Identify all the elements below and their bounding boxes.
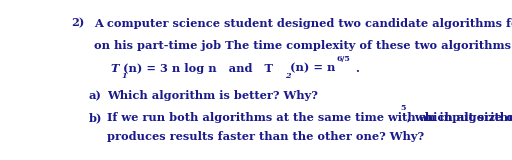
Text: 2: 2 bbox=[285, 72, 290, 80]
Text: (n) = 3 n log n   and   T: (n) = 3 n log n and T bbox=[123, 63, 273, 74]
Text: T: T bbox=[111, 63, 119, 74]
Text: a): a) bbox=[89, 90, 101, 101]
Text: A computer science student designed two candidate algorithms for a problem while: A computer science student designed two … bbox=[94, 18, 512, 29]
Text: , which algorithm: , which algorithm bbox=[407, 112, 512, 123]
Text: (n) = n: (n) = n bbox=[290, 63, 335, 74]
Text: produces results faster than the other one? Why?: produces results faster than the other o… bbox=[107, 131, 424, 142]
Text: 5: 5 bbox=[400, 104, 406, 112]
Text: 6/5: 6/5 bbox=[336, 55, 350, 63]
Text: .: . bbox=[355, 63, 359, 74]
Text: If we run both algorithms at the same time with an input size of 10: If we run both algorithms at the same ti… bbox=[107, 112, 512, 123]
Text: 2): 2) bbox=[71, 18, 84, 29]
Text: b): b) bbox=[89, 112, 102, 123]
Text: Which algorithm is better? Why?: Which algorithm is better? Why? bbox=[107, 90, 318, 101]
Text: 1: 1 bbox=[122, 72, 127, 80]
Text: on his part-time job The time complexity of these two algorithms are: on his part-time job The time complexity… bbox=[94, 40, 512, 51]
